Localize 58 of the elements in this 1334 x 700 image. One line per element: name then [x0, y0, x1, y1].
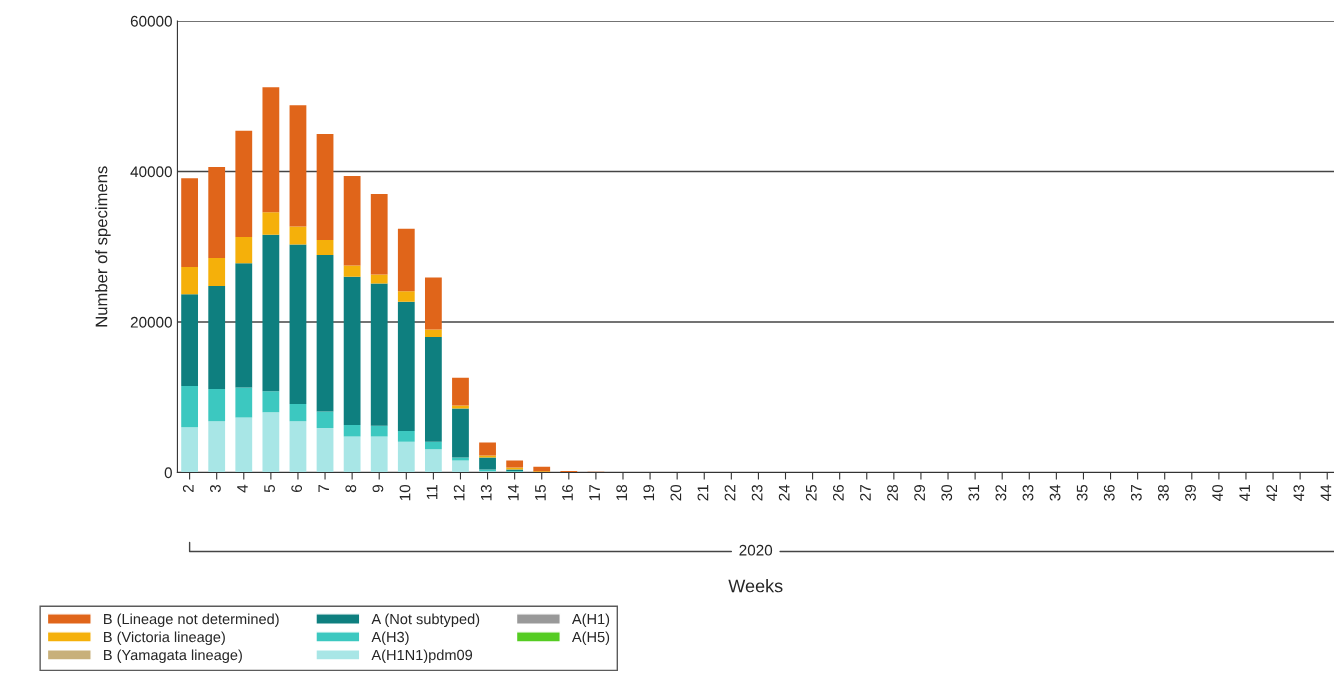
x-tick-label: 33: [1022, 484, 1034, 501]
x-tick-label: 9: [372, 485, 384, 493]
y-tick-label: 0: [164, 467, 172, 479]
x-tick-label: 2: [182, 485, 194, 493]
legend-label: B (Yamagata lineage): [104, 649, 242, 664]
x-tick-label: 17: [589, 485, 600, 501]
x-tick-label: 7: [318, 485, 329, 493]
x-tick-label: 40: [1212, 484, 1223, 501]
x-axis-title: Weeks: [728, 579, 783, 593]
x-tick-label: 42: [1266, 485, 1278, 501]
x-tick-label: 6: [291, 484, 303, 493]
legend-label: A(H3): [371, 631, 409, 646]
x-tick-label: 18: [616, 484, 628, 501]
x-tick-label: 15: [535, 484, 546, 501]
legend-label: A(H1N1)pdm09: [371, 649, 473, 664]
x-tick-label: 31: [968, 485, 980, 501]
x-tick-label: 39: [1185, 485, 1196, 501]
x-tick-label: 3: [209, 484, 221, 493]
legend-label: A (Not subtyped): [371, 613, 480, 628]
x-tick-label: 22: [724, 485, 736, 501]
y-axis-title: Number of specimens: [95, 166, 111, 327]
x-tick-label: 44: [1320, 484, 1332, 501]
x-tick-label: 8: [345, 484, 357, 493]
x-tick-label: 34: [1049, 484, 1061, 501]
x-tick-label: 29: [914, 485, 926, 501]
x-tick-label: 24: [778, 484, 790, 501]
legend-label: A(H5): [571, 631, 610, 646]
y-tick-label: 60000: [130, 15, 172, 27]
x-tick-label: 27: [860, 485, 871, 501]
x-tick-label: 32: [995, 485, 1007, 501]
x-tick-label: 16: [562, 484, 573, 501]
x-tick-label: 19: [643, 485, 655, 501]
x-tick-label: 26: [832, 484, 844, 501]
x-tick-label: 10: [399, 484, 411, 501]
x-tick-label: 30: [941, 484, 953, 501]
x-tick-label: 11: [426, 485, 438, 500]
x-tick-label: 21: [697, 485, 709, 501]
x-tick-label: 38: [1157, 484, 1169, 501]
x-tick-label: 41: [1239, 485, 1250, 501]
legend-label: B (Victoria lineage): [104, 631, 225, 646]
x-tick-label: 13: [480, 484, 492, 501]
y-tick-label: 40000: [130, 166, 172, 178]
x-tick-label: 35: [1076, 484, 1088, 501]
legend-label: B (Lineage not determined): [104, 613, 279, 628]
x-tick-label: 20: [670, 484, 682, 501]
x-tick-label: 37: [1130, 485, 1142, 501]
x-tick-label: 12: [453, 485, 465, 501]
x-tick-label: 28: [887, 484, 898, 501]
x-tick-label: 14: [508, 484, 519, 501]
legend-label: A(H1): [571, 613, 610, 628]
x-tick-label: 5: [264, 484, 275, 493]
x-tick-label: 23: [751, 484, 763, 501]
x-tick-label: 4: [237, 484, 248, 493]
y-tick-label: 20000: [130, 316, 172, 328]
text: 2020: [739, 544, 773, 556]
x-tick-label: 43: [1293, 484, 1305, 501]
x-tick-label: 36: [1103, 484, 1115, 501]
x-tick-label: 25: [805, 484, 817, 501]
